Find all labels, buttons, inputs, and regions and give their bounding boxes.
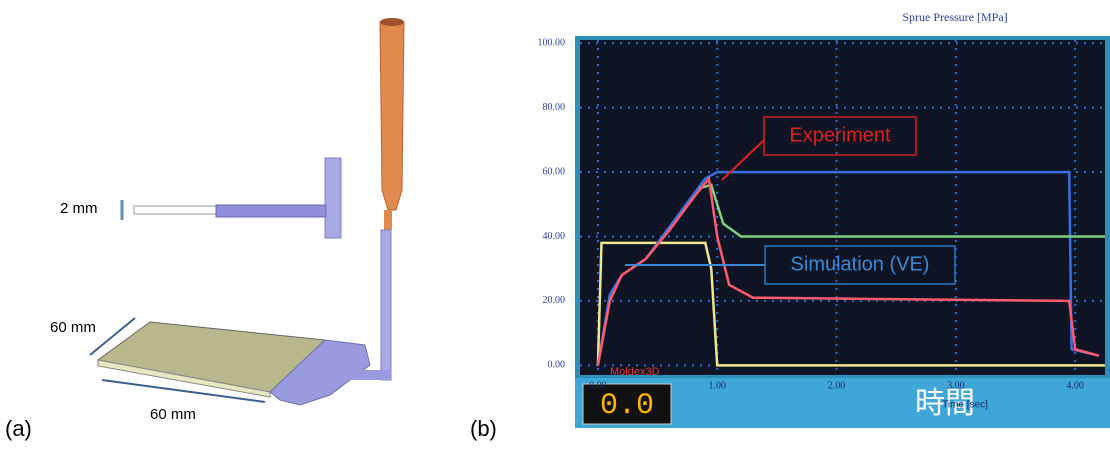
y-tick-label: 0.00 (548, 360, 566, 371)
series-line (596, 175, 1100, 366)
display-value: 0.0 (600, 389, 654, 423)
arrow (721, 139, 765, 181)
plot: 0.00 20.00 40.00 60.00 80.00 100.00 0.00 1.00 2.… (538, 38, 1105, 391)
plot-area (580, 40, 1105, 375)
y-tick-label: 40.00 (543, 231, 566, 242)
width-label: 60 mm (50, 319, 96, 336)
panel-label: (b) (470, 416, 497, 441)
y-tick-label: 100.00 (538, 38, 566, 49)
x-tick-label: 0.00 (589, 380, 607, 391)
series-line (698, 183, 1105, 238)
y-tick-label: 60.00 (543, 166, 566, 177)
mold-diagram (89, 18, 405, 406)
brand: Moldex3D (610, 366, 660, 378)
thickness-label: 2 mm (60, 200, 98, 217)
x-axis-label: Time [sec] (942, 400, 988, 411)
panel-label: (a) (5, 416, 32, 441)
annotation: Simulation (VE) (791, 253, 930, 275)
x-tick-label: 2.00 (828, 380, 846, 391)
annotation: Experiment (789, 124, 891, 146)
x-tick-label: 1.00 (708, 380, 726, 391)
x-tick-label: 3.00 (947, 380, 965, 391)
series-line (596, 241, 1105, 367)
y-tick-label: 20.00 (543, 295, 566, 306)
annotation-box (763, 116, 917, 156)
display-box (582, 383, 672, 425)
chart-title: Sprue Pressure [MPa] (902, 10, 1007, 24)
length-label: 60 mm (150, 406, 196, 423)
time-caption: 時間 (915, 387, 975, 420)
y-tick-label: 80.00 (543, 102, 566, 113)
x-tick-label: 4.00 (1066, 380, 1084, 391)
